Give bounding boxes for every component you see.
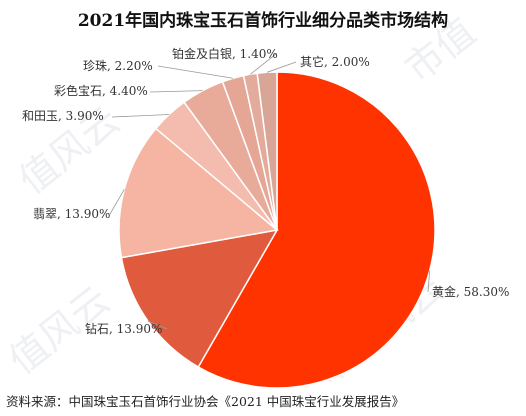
slice-label-7: 其它, 2.00% [300, 54, 370, 69]
pie-slice-7 [256, 71, 278, 231]
pie-slice-0 [197, 71, 436, 389]
leader-line-4 [149, 90, 203, 93]
leader-line-0 [427, 270, 431, 293]
slice-label-1: 钻石, 13.90% [85, 321, 162, 336]
leader-line-5 [157, 65, 233, 79]
slice-label-2: 翡翠, 13.90% [33, 207, 110, 221]
leader-line-3 [111, 114, 170, 118]
leader-line-1 [147, 320, 168, 330]
leader-line-2 [109, 189, 125, 215]
source-note: 资料来源：中国珠宝玉石首饰行业协会《2021 中国珠宝行业发展报告》 [6, 394, 405, 409]
slice-label-6: 铂金及白银, 1.40% [172, 46, 278, 61]
slice-label-4: 彩色宝石, 4.40% [54, 84, 148, 98]
slice-label-3: 和田玉, 3.90% [22, 109, 104, 123]
slice-label-0: 黄金, 58.30% [432, 284, 509, 299]
leader-line-6 [250, 53, 277, 75]
slice-label-5: 珍珠, 2.20% [83, 59, 153, 73]
leader-line-7 [266, 61, 297, 73]
chart-title: 2021年国内珠宝玉石首饰行业细分品类市场结构 [77, 11, 449, 31]
